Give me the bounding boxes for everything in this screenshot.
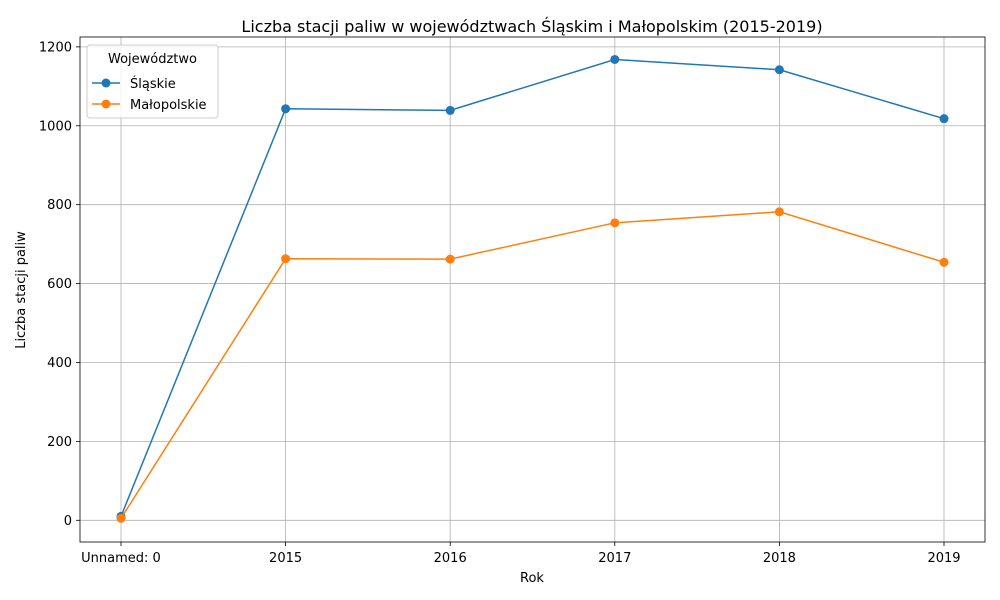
x-tick-label: 2015 bbox=[269, 551, 302, 566]
series-layer bbox=[116, 54, 949, 523]
y-axis: 0 200 400 600 800 1000 1200 bbox=[39, 40, 80, 529]
data-point bbox=[610, 54, 620, 64]
x-tick-label: 2018 bbox=[763, 551, 796, 566]
data-point bbox=[445, 254, 455, 264]
x-tick-label: 2017 bbox=[598, 551, 631, 566]
y-tick-label: 200 bbox=[47, 435, 72, 450]
x-axis: Unnamed: 0 2015 2016 2017 2018 2019 bbox=[81, 542, 961, 566]
x-tick-label: 2016 bbox=[434, 551, 467, 566]
legend-label: Śląskie bbox=[130, 76, 176, 92]
data-point bbox=[281, 254, 291, 264]
series-2 bbox=[116, 207, 949, 523]
y-tick-label: 600 bbox=[47, 277, 72, 292]
legend-item: Małopolskie bbox=[92, 98, 207, 113]
data-point bbox=[610, 218, 620, 228]
data-point bbox=[939, 114, 949, 124]
x-axis-label: Rok bbox=[520, 571, 544, 586]
y-tick-label: 800 bbox=[47, 198, 72, 213]
data-point bbox=[774, 65, 784, 75]
series-1 bbox=[116, 54, 949, 521]
legend-marker bbox=[101, 99, 111, 109]
x-tick-label: Unnamed: 0 bbox=[81, 551, 161, 566]
legend-title: Województwo bbox=[108, 52, 197, 67]
data-point bbox=[281, 104, 291, 114]
legend-box bbox=[86, 44, 219, 119]
y-tick-label: 0 bbox=[64, 514, 72, 529]
series-line bbox=[120, 58, 945, 517]
data-point bbox=[445, 105, 455, 115]
x-tick-label: 2019 bbox=[927, 551, 960, 566]
data-point bbox=[116, 513, 126, 523]
legend-marker bbox=[101, 78, 111, 88]
legend-label: Małopolskie bbox=[130, 98, 207, 113]
y-axis-label: Liczba stacji paliw bbox=[14, 231, 29, 349]
series-line bbox=[120, 211, 945, 519]
data-point bbox=[939, 257, 949, 267]
legend-item: Śląskie bbox=[92, 76, 176, 92]
chart-title: Liczba stacji paliw w województwach Śląs… bbox=[241, 17, 822, 36]
y-tick-label: 1000 bbox=[39, 119, 72, 134]
y-tick-label: 400 bbox=[47, 356, 72, 371]
plot-frame bbox=[79, 36, 986, 543]
data-point bbox=[774, 207, 784, 217]
legend: Województwo Śląskie Małopolskie bbox=[86, 44, 219, 119]
y-tick-label: 1200 bbox=[39, 40, 72, 55]
